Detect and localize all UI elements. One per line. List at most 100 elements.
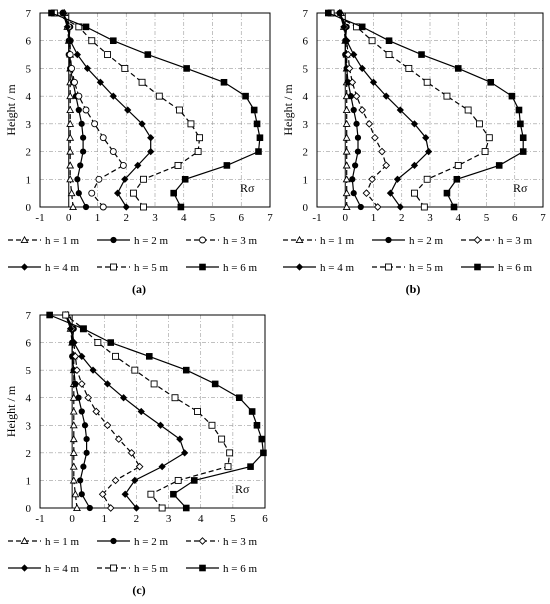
data-point: [69, 462, 78, 470]
data-point: [48, 9, 55, 17]
y-tick-label: 5: [26, 365, 32, 377]
legend-label: h = 5 m: [134, 563, 168, 575]
y-tick-label: 4: [303, 91, 309, 103]
data-point: [127, 449, 136, 457]
data-point: [77, 380, 86, 388]
data-point: [411, 189, 418, 197]
data-point: [66, 147, 75, 155]
data-point: [453, 175, 461, 183]
data-point: [454, 161, 462, 169]
data-point: [89, 366, 97, 374]
data-point: [75, 394, 82, 401]
legend-item: h = 6 m: [461, 262, 532, 274]
data-point: [422, 134, 430, 142]
y-tick-label: 0: [26, 503, 32, 515]
annotation-label: Rσ: [235, 482, 250, 496]
data-point: [350, 190, 357, 197]
legend-label: h = 2 m: [134, 536, 168, 548]
data-point: [71, 490, 80, 498]
x-tick-label: 2: [134, 513, 140, 525]
data-point: [75, 190, 82, 197]
data-point: [443, 189, 451, 197]
data-point: [71, 352, 80, 361]
data-point: [77, 477, 84, 484]
x-tick-label: 3: [427, 212, 433, 224]
data-point: [107, 339, 115, 346]
plot-frame: [39, 12, 271, 208]
data-point: [362, 189, 371, 197]
series-line: [65, 314, 231, 509]
data-point: [140, 175, 147, 183]
x-tick-label: 1: [371, 212, 377, 224]
x-tick-label: 5: [484, 212, 490, 224]
data-point: [342, 119, 351, 127]
data-point: [342, 189, 351, 197]
data-point: [46, 311, 53, 319]
legend-label: h = 4 m: [45, 262, 79, 274]
data-point: [83, 64, 92, 73]
data-point: [260, 449, 267, 457]
y-tick-label: 7: [26, 310, 32, 322]
legend-marker: [20, 564, 29, 572]
data-point: [386, 189, 395, 197]
data-point: [405, 64, 413, 72]
data-point: [145, 353, 153, 360]
y-axis-label: Height / m: [4, 84, 18, 136]
data-point: [177, 203, 185, 211]
data-point: [495, 162, 503, 169]
data-point: [368, 175, 376, 184]
data-point: [99, 134, 107, 142]
data-point: [175, 106, 183, 114]
data-point: [171, 394, 179, 402]
data-point: [83, 449, 90, 456]
data-point: [138, 120, 146, 128]
data-point: [66, 105, 75, 114]
data-point: [182, 366, 190, 374]
legend-marker: [473, 236, 482, 244]
data-point: [91, 120, 99, 128]
data-point: [342, 202, 351, 211]
data-point: [69, 476, 78, 484]
data-point: [147, 134, 155, 142]
data-point: [348, 78, 357, 87]
x-tick-label: 6: [512, 212, 518, 224]
x-tick-label: 7: [540, 212, 546, 224]
plot-frame: [39, 314, 266, 509]
data-point: [66, 92, 75, 100]
data-point: [66, 175, 75, 183]
y-tick-label: 0: [26, 202, 32, 214]
data-point: [423, 78, 431, 86]
data-point: [385, 51, 393, 59]
y-tick-label: 5: [26, 63, 32, 75]
data-point: [170, 189, 177, 197]
data-point: [250, 106, 258, 114]
legend-label: h = 4 m: [320, 262, 354, 274]
legend-label: h = 6 m: [223, 563, 257, 575]
x-tick-label: 6: [239, 212, 245, 224]
data-point: [464, 106, 472, 114]
data-point: [131, 476, 139, 485]
legend-marker: [295, 263, 304, 271]
data-point: [75, 106, 82, 114]
data-point: [81, 422, 89, 429]
data-point: [258, 435, 266, 443]
data-point: [98, 490, 107, 499]
legend-item: h = 4 m: [8, 563, 79, 575]
data-point: [475, 120, 483, 128]
y-tick-label: 2: [303, 147, 309, 159]
data-point: [418, 51, 425, 58]
data-point: [211, 380, 219, 388]
legend-marker: [20, 536, 29, 545]
data-point: [114, 189, 122, 197]
data-point: [66, 119, 75, 127]
data-point: [342, 175, 351, 183]
panel-label: (c): [132, 583, 145, 597]
y-axis-label: Height / m: [4, 385, 18, 437]
y-tick-label: 7: [303, 8, 309, 20]
data-point: [96, 78, 104, 86]
legend-marker: [199, 564, 206, 572]
y-tick-label: 1: [26, 475, 32, 487]
data-point: [450, 203, 458, 211]
y-tick-label: 7: [26, 8, 32, 20]
